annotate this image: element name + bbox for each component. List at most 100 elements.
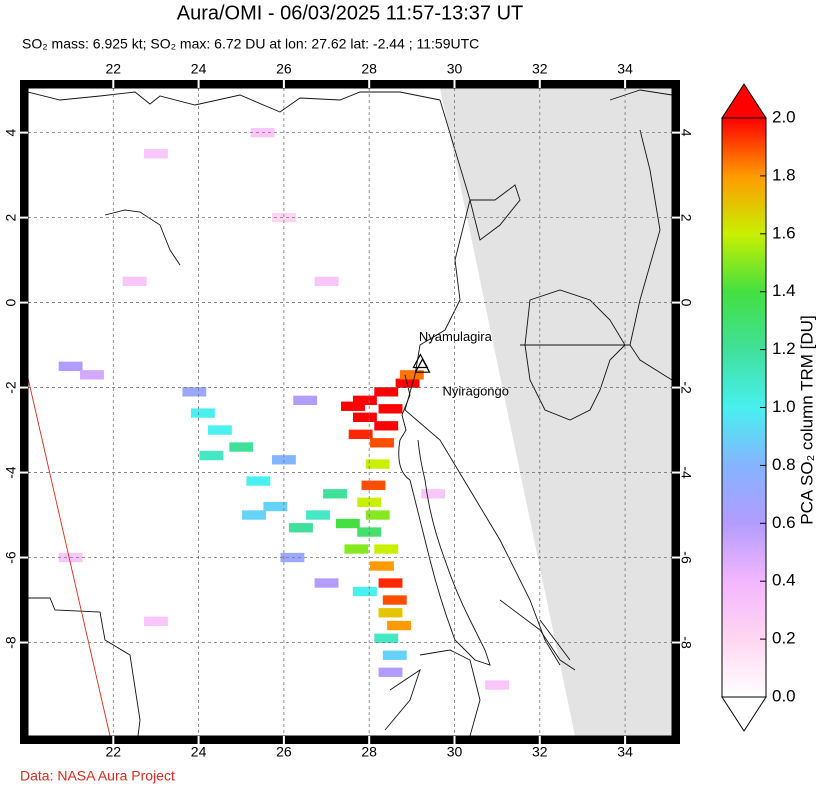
- colorbar-tick-label: 0.2: [772, 629, 796, 648]
- so2-pixel: [80, 370, 104, 380]
- x-tick-label: 30: [447, 744, 463, 760]
- x-tick-label: 32: [532, 744, 548, 760]
- x-tick-label: 30: [447, 61, 463, 77]
- colorbar-tick-label: 1.0: [772, 397, 796, 416]
- colorbar-tick-label: 2.0: [772, 107, 796, 126]
- so2-pixel: [314, 276, 339, 287]
- so2-pixel: [378, 667, 403, 677]
- so2-pixel: [374, 387, 399, 397]
- so2-pixel: [352, 586, 377, 597]
- x-tick-label: 24: [191, 744, 207, 760]
- border: [499, 599, 576, 671]
- map-border: [27, 87, 673, 737]
- so2-pixel: [382, 650, 407, 660]
- x-tick-label: 34: [617, 61, 633, 77]
- x-tick-label: 28: [361, 61, 377, 77]
- so2-pixel: [306, 510, 330, 520]
- y-tick-label: -2: [3, 381, 19, 394]
- so2-pixel: [242, 510, 266, 520]
- y-tick-label: -4: [3, 466, 19, 479]
- so2-pixel: [399, 370, 424, 380]
- so2-pixel: [199, 450, 224, 461]
- colorbar-tick-label: 1.6: [772, 223, 796, 242]
- so2-pixel: [271, 212, 296, 223]
- so2-pixel: [323, 489, 348, 499]
- so2-pixel: [365, 459, 390, 469]
- x-tick-label: 26: [276, 744, 292, 760]
- so2-pixel: [348, 429, 373, 439]
- swath-edge: [28, 377, 111, 736]
- colorbar-tick-label: 0.8: [772, 455, 796, 474]
- so2-pixel: [207, 425, 232, 435]
- so2-pixel: [293, 395, 318, 405]
- border: [404, 99, 561, 666]
- so2-pixel: [58, 361, 83, 371]
- border: [609, 89, 672, 346]
- no-data-region: [440, 88, 672, 736]
- y-tick-label: -6: [3, 551, 19, 564]
- x-tick-label: 26: [276, 61, 292, 77]
- y-tick-label: -2: [678, 381, 694, 394]
- volcano-label: Nyiragongo: [443, 384, 510, 399]
- so2-pixel: [122, 276, 147, 287]
- so2-pixel: [144, 149, 168, 159]
- volcano-label: Nyamulagira: [419, 329, 493, 344]
- x-tick-label: 28: [361, 744, 377, 760]
- borders: [28, 89, 672, 736]
- x-tick-label: 32: [532, 61, 548, 77]
- border: [28, 597, 141, 736]
- so2-pixel: [378, 608, 403, 618]
- x-tick-label: 22: [106, 744, 122, 760]
- so2-pixel: [229, 442, 254, 452]
- colorbar-tick-label: 0.0: [772, 686, 796, 705]
- lake-outline: [469, 184, 521, 241]
- so2-pixel: [182, 387, 207, 397]
- so2-pixel: [361, 480, 386, 490]
- colorbar-tick-label: 0.4: [772, 571, 796, 590]
- x-tick-label: 22: [106, 61, 122, 77]
- so2-pixel: [246, 476, 271, 486]
- so2-pixel: [378, 404, 403, 414]
- subtitle: SO₂ mass: 6.925 kt; SO₂ max: 6.72 DU at …: [22, 36, 479, 52]
- lake-outline: [384, 649, 481, 736]
- lake-outline: [524, 289, 626, 421]
- so2-pixel: [289, 523, 313, 533]
- so2-pixel: [421, 489, 446, 499]
- so2-pixel: [352, 395, 377, 405]
- y-tick-label: -8: [3, 636, 19, 649]
- border: [28, 91, 441, 113]
- map-frame: [20, 80, 680, 744]
- so2-pixel: [370, 561, 394, 571]
- so2-pixel: [378, 578, 403, 588]
- so2-pixel: [370, 438, 394, 448]
- colorbar-tick-label: 1.4: [772, 281, 796, 300]
- y-tick-label: 0: [678, 299, 694, 307]
- colorbar-tick-label: 0.6: [772, 513, 796, 532]
- x-tick-label: 24: [191, 61, 207, 77]
- border: [520, 344, 672, 381]
- river: [104, 209, 181, 266]
- so2-pixel: [387, 620, 411, 631]
- so2-pixel: [395, 378, 420, 388]
- colorbar-tick-label: 1.8: [772, 165, 796, 184]
- colorbar-under: [721, 696, 767, 732]
- so2-pixel: [271, 455, 296, 465]
- so2-pixel: [365, 510, 390, 520]
- lake-outline: [398, 374, 491, 666]
- y-tick-label: 2: [678, 214, 694, 222]
- footer: Data: NASA Aura Project: [20, 768, 175, 784]
- so2-pixel: [344, 544, 369, 554]
- so2-pixel: [263, 501, 288, 512]
- so2-pixel: [314, 578, 339, 588]
- y-tick-label: -4: [678, 466, 694, 479]
- y-tick-label: 0: [3, 298, 19, 306]
- so2-pixel: [374, 544, 399, 554]
- y-tick-label: 4: [3, 129, 19, 137]
- colorbar-label: PCA SO₂ column TRM [DU]: [797, 315, 816, 524]
- so2-pixel: [485, 680, 510, 690]
- plot-area: [28, 88, 672, 736]
- so2-pixel: [374, 633, 399, 643]
- y-tick-label: -8: [678, 636, 694, 649]
